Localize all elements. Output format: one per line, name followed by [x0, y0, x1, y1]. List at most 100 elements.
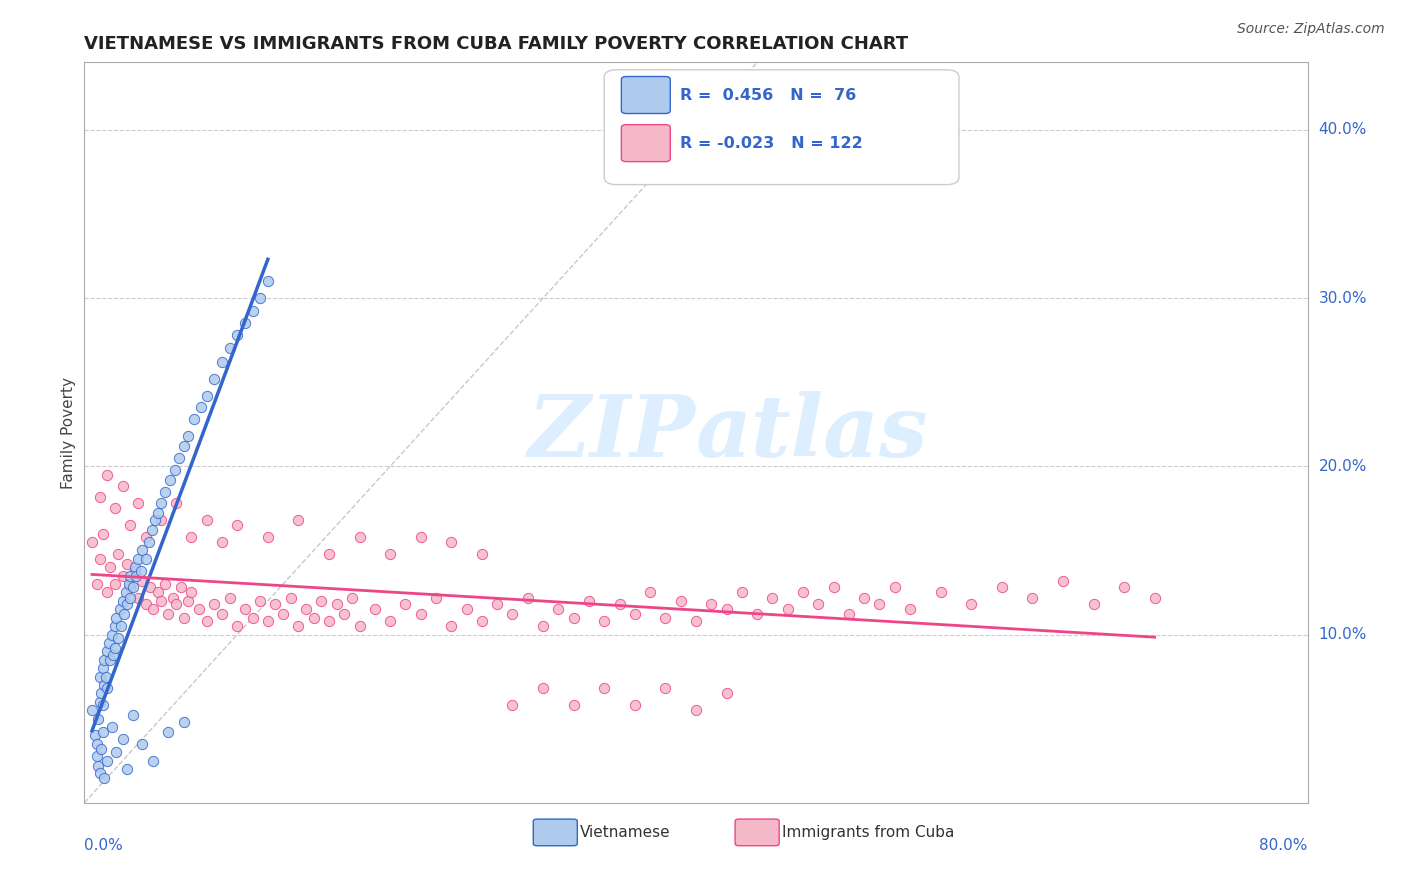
- Point: [111, 594, 134, 608]
- Point: [257, 530, 280, 544]
- Text: Immigrants from Cuba: Immigrants from Cuba: [782, 825, 953, 840]
- Point: [264, 597, 287, 611]
- Point: [111, 731, 134, 746]
- Point: [157, 607, 180, 622]
- Text: 30.0%: 30.0%: [1319, 291, 1367, 305]
- Point: [165, 496, 187, 510]
- Point: [124, 560, 146, 574]
- Point: [131, 543, 153, 558]
- Point: [127, 496, 149, 510]
- Point: [211, 607, 233, 622]
- Point: [516, 591, 538, 605]
- Point: [242, 610, 264, 624]
- Point: [149, 513, 172, 527]
- Point: [91, 526, 114, 541]
- Point: [202, 372, 225, 386]
- Point: [190, 401, 212, 415]
- Text: Source: ZipAtlas.com: Source: ZipAtlas.com: [1237, 22, 1385, 37]
- Point: [883, 581, 905, 595]
- Point: [609, 597, 631, 611]
- Point: [98, 653, 121, 667]
- Point: [127, 551, 149, 566]
- Point: [531, 681, 554, 696]
- Point: [112, 607, 135, 622]
- Point: [731, 585, 754, 599]
- Point: [115, 762, 138, 776]
- Point: [107, 631, 129, 645]
- Point: [91, 698, 114, 713]
- Point: [135, 551, 157, 566]
- Point: [226, 518, 249, 533]
- Point: [86, 737, 108, 751]
- Point: [226, 328, 249, 343]
- Point: [218, 342, 240, 356]
- Point: [96, 585, 118, 599]
- Point: [1052, 574, 1074, 588]
- Point: [135, 597, 157, 611]
- Point: [131, 737, 153, 751]
- Point: [155, 484, 177, 499]
- Point: [471, 547, 494, 561]
- Point: [761, 591, 783, 605]
- Point: [233, 316, 256, 330]
- Point: [101, 627, 124, 641]
- Point: [716, 602, 738, 616]
- Text: Vietnamese: Vietnamese: [579, 825, 671, 840]
- Point: [823, 581, 845, 595]
- Text: 80.0%: 80.0%: [1260, 838, 1308, 853]
- Point: [107, 547, 129, 561]
- Point: [155, 577, 177, 591]
- Point: [89, 765, 111, 780]
- Point: [287, 619, 309, 633]
- Point: [110, 619, 132, 633]
- Point: [162, 591, 184, 605]
- Point: [685, 614, 707, 628]
- Point: [502, 698, 524, 713]
- Point: [340, 591, 363, 605]
- Point: [311, 594, 333, 608]
- Point: [173, 610, 195, 624]
- Point: [747, 607, 769, 622]
- Point: [89, 670, 111, 684]
- Point: [94, 670, 117, 684]
- Point: [578, 594, 600, 608]
- Point: [249, 594, 271, 608]
- Point: [180, 530, 202, 544]
- Point: [167, 450, 190, 465]
- Point: [90, 742, 112, 756]
- Point: [898, 602, 921, 616]
- Point: [89, 695, 111, 709]
- Point: [115, 597, 138, 611]
- Point: [177, 594, 200, 608]
- Point: [211, 355, 233, 369]
- Text: R =  0.456   N =  76: R = 0.456 N = 76: [681, 87, 856, 103]
- Text: atlas: atlas: [696, 391, 928, 475]
- Point: [202, 597, 225, 611]
- Point: [502, 607, 524, 622]
- Point: [104, 577, 127, 591]
- Point: [409, 530, 432, 544]
- Point: [142, 754, 165, 768]
- Point: [218, 591, 240, 605]
- Point: [792, 585, 814, 599]
- Point: [318, 547, 340, 561]
- Point: [456, 602, 478, 616]
- Point: [638, 585, 661, 599]
- Point: [96, 644, 118, 658]
- Point: [869, 597, 891, 611]
- Point: [440, 619, 463, 633]
- Point: [105, 745, 128, 759]
- Point: [131, 574, 153, 588]
- Point: [776, 602, 799, 616]
- Point: [654, 681, 676, 696]
- Point: [325, 597, 347, 611]
- Point: [105, 610, 128, 624]
- Point: [122, 581, 145, 595]
- Point: [127, 591, 149, 605]
- FancyBboxPatch shape: [533, 819, 578, 846]
- Point: [146, 507, 169, 521]
- Point: [562, 610, 585, 624]
- Point: [120, 581, 142, 595]
- Point: [195, 614, 218, 628]
- Point: [143, 513, 166, 527]
